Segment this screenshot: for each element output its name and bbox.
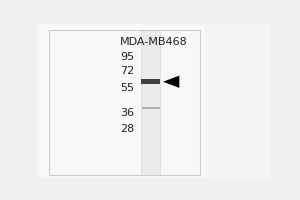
Text: 36: 36 xyxy=(120,108,134,118)
Text: 95: 95 xyxy=(120,52,134,62)
FancyBboxPatch shape xyxy=(38,24,270,178)
Text: 28: 28 xyxy=(120,124,134,134)
FancyBboxPatch shape xyxy=(142,107,160,109)
Polygon shape xyxy=(163,76,179,88)
FancyBboxPatch shape xyxy=(141,79,160,84)
Text: MDA-MB468: MDA-MB468 xyxy=(120,37,188,47)
FancyBboxPatch shape xyxy=(142,30,160,175)
Text: 72: 72 xyxy=(120,66,134,76)
Text: 55: 55 xyxy=(120,83,134,93)
FancyBboxPatch shape xyxy=(141,30,161,175)
FancyBboxPatch shape xyxy=(38,24,205,178)
